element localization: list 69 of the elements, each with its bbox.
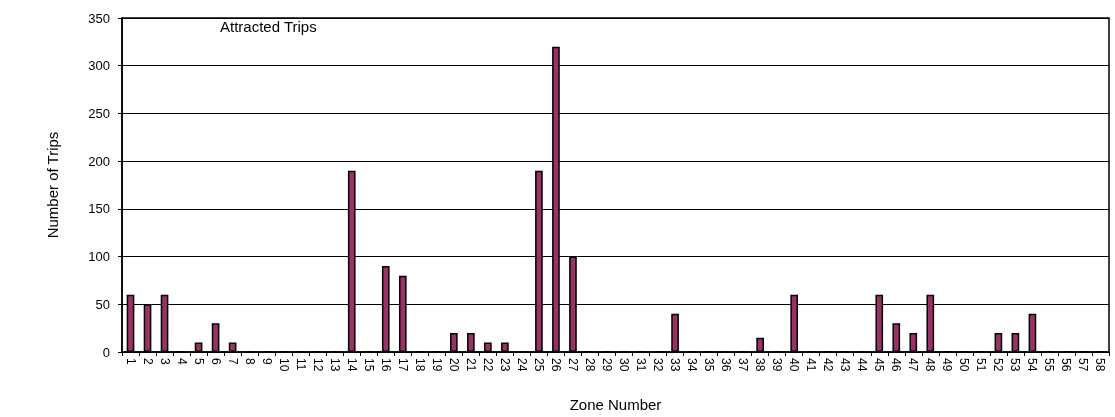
- x-tick-label: 55: [1042, 358, 1057, 372]
- x-tick-label: 46: [889, 358, 904, 372]
- x-tick-label: 35: [702, 358, 717, 372]
- x-tick-label: 38: [753, 358, 768, 372]
- x-tick-label: 41: [804, 358, 819, 372]
- x-tick-label: 20: [446, 358, 461, 372]
- x-tick-label: 45: [872, 358, 887, 372]
- x-tick-label: 24: [514, 358, 529, 372]
- x-tick-label: 4: [174, 358, 189, 365]
- x-tick-label: 53: [1008, 358, 1023, 372]
- x-tick-label: 36: [719, 358, 734, 372]
- x-tick-label: 47: [906, 358, 921, 372]
- y-tick-label: 150: [88, 201, 110, 217]
- x-tick-label: 58: [1093, 358, 1108, 372]
- y-tick-label: 300: [88, 58, 110, 74]
- x-tick-label: 3: [157, 358, 172, 365]
- x-tick-label: 30: [617, 358, 632, 372]
- x-tick-label: 5: [191, 358, 206, 365]
- x-tick-label: 39: [770, 358, 785, 372]
- x-tick-label: 22: [480, 358, 495, 372]
- x-tick-label: 42: [821, 358, 836, 372]
- x-tick-label: 15: [361, 358, 376, 372]
- y-tick-label: 350: [88, 10, 110, 26]
- x-tick-label: 28: [582, 358, 597, 372]
- x-tick-label: 43: [838, 358, 853, 372]
- x-tick-label: 25: [531, 358, 546, 372]
- x-tick-label: 23: [497, 358, 512, 372]
- x-tick-label: 21: [463, 358, 478, 372]
- x-tick-label: 52: [991, 358, 1006, 372]
- x-tick-label: 48: [923, 358, 938, 372]
- x-tick-label: 9: [259, 358, 274, 365]
- x-tick-label: 33: [668, 358, 683, 372]
- x-tick-label: 6: [208, 358, 223, 365]
- x-tick-label: 13: [327, 358, 342, 372]
- x-tick-label: 27: [565, 358, 580, 372]
- x-tick-label: 37: [736, 358, 751, 372]
- y-tick-label: 200: [88, 153, 110, 169]
- y-tick-label: 100: [88, 249, 110, 265]
- x-tick-label: 19: [429, 358, 444, 372]
- x-tick-label: 57: [1076, 358, 1091, 372]
- x-tick-label: 51: [974, 358, 989, 372]
- x-tick-label: 16: [378, 358, 393, 372]
- x-tick-label: 12: [310, 358, 325, 372]
- x-tick-label: 29: [599, 358, 614, 372]
- x-tick-label: 26: [548, 358, 563, 372]
- x-tick-label: 2: [140, 358, 155, 365]
- x-tick-label: 40: [787, 358, 802, 372]
- x-tick-label: 8: [242, 358, 257, 365]
- x-tick-label: 7: [225, 358, 240, 365]
- x-tick-label: 50: [957, 358, 972, 372]
- x-tick-label: 11: [293, 358, 308, 371]
- x-tick-label: 32: [651, 358, 666, 372]
- x-tick-label: 34: [685, 358, 700, 372]
- x-tick-label: 44: [855, 358, 870, 372]
- x-tick-label: 18: [412, 358, 427, 372]
- y-tick-label: 50: [95, 296, 110, 312]
- y-tick-label: 250: [88, 105, 110, 121]
- x-tick-label: 10: [276, 358, 291, 372]
- y-axis-title: Number of Trips: [44, 131, 61, 239]
- y-tick-label: 0: [102, 344, 110, 360]
- x-tick-label: 1: [123, 358, 138, 365]
- x-tick-label: 49: [940, 358, 955, 372]
- x-tick-label: 56: [1059, 358, 1074, 372]
- x-tick-label: 31: [634, 358, 649, 372]
- x-axis-title: Zone Number: [569, 396, 662, 413]
- x-tick-label: 17: [395, 358, 410, 372]
- x-tick-label: 54: [1025, 358, 1040, 372]
- x-tick-label: 14: [344, 358, 359, 372]
- chart-title: Attracted Trips: [220, 18, 317, 35]
